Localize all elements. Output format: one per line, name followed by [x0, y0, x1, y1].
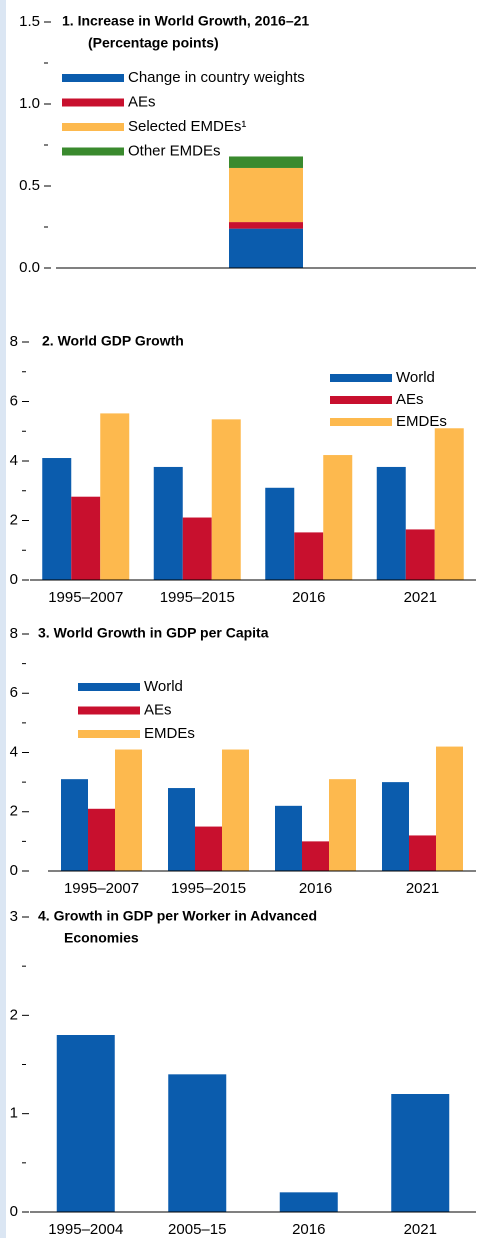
- bar: [168, 788, 195, 871]
- y-tick-label: 0: [10, 862, 18, 879]
- bar: [294, 532, 324, 580]
- bar: [168, 1074, 227, 1212]
- y-tick-label: 6: [10, 392, 18, 409]
- bar-segment: [229, 156, 303, 168]
- bar-segment: [229, 222, 303, 229]
- y-tick-label: 1.0: [19, 95, 40, 112]
- legend-label: Other EMDEs: [128, 142, 221, 159]
- bar: [434, 428, 464, 580]
- legend-swatch: [78, 730, 140, 738]
- y-tick-label: 0: [10, 571, 18, 588]
- bar: [391, 1094, 450, 1212]
- bar: [182, 517, 212, 580]
- x-tick-label: 2021: [406, 880, 439, 897]
- legend-swatch: [78, 683, 140, 691]
- y-tick-label: 1.5: [19, 13, 40, 30]
- y-tick-label: 4: [10, 743, 18, 760]
- x-tick-label: 1995–2004: [48, 1221, 123, 1238]
- legend-swatch: [330, 396, 392, 404]
- x-tick-label: 2021: [404, 1221, 437, 1238]
- legend-label: AEs: [396, 391, 424, 408]
- legend-label: AEs: [128, 93, 156, 110]
- bar: [42, 458, 72, 580]
- bar: [115, 749, 142, 871]
- bar: [71, 496, 101, 580]
- x-tick-label: 2016: [292, 1221, 325, 1238]
- bar: [382, 782, 409, 871]
- bar: [323, 455, 353, 580]
- bar: [275, 805, 302, 871]
- legend-swatch: [62, 123, 124, 131]
- y-tick-label: 1: [10, 1105, 18, 1122]
- chart-title: 1. Increase in World Growth, 2016–21: [62, 13, 309, 29]
- bar-segment: [229, 167, 303, 223]
- y-tick-label: 0: [10, 1203, 18, 1220]
- legend-swatch: [330, 374, 392, 382]
- bar: [195, 826, 222, 871]
- bar: [56, 1035, 115, 1212]
- x-tick-label: 1995–2007: [64, 880, 139, 897]
- y-tick-label: 2: [10, 511, 18, 528]
- y-tick-label: 2: [10, 1006, 18, 1023]
- legend-label: Change in country weights: [128, 69, 305, 86]
- bar: [436, 746, 463, 871]
- chart-subtitle: (Percentage points): [88, 35, 219, 51]
- legend-label: World: [396, 369, 435, 386]
- x-tick-label: 2005–15: [168, 1221, 226, 1238]
- side-strip: [0, 0, 6, 1238]
- bar: [211, 419, 241, 580]
- bar: [405, 529, 435, 580]
- bar: [100, 413, 130, 580]
- legend-swatch: [62, 147, 124, 156]
- bar: [222, 749, 249, 871]
- x-tick-label: 2016: [292, 589, 325, 606]
- y-tick-label: 2: [10, 803, 18, 820]
- legend-swatch: [62, 98, 124, 107]
- legend-label: EMDEs: [144, 725, 195, 742]
- x-tick-label: 1995–2015: [171, 880, 246, 897]
- y-tick-label: 8: [10, 333, 18, 350]
- y-tick-label: 4: [10, 452, 18, 469]
- bar: [302, 841, 329, 871]
- x-tick-label: 1995–2007: [48, 589, 123, 606]
- legend-label: Selected EMDEs¹: [128, 118, 246, 135]
- bar: [376, 466, 406, 580]
- bar: [409, 835, 436, 871]
- legend-swatch: [62, 74, 124, 82]
- bar-segment: [229, 228, 303, 268]
- bar: [279, 1192, 338, 1212]
- legend-label: World: [144, 678, 183, 695]
- y-tick-label: 3: [10, 908, 18, 925]
- chart-title: Economies: [64, 930, 139, 946]
- chart-title: 4. Growth in GDP per Worker in Advanced: [38, 908, 317, 924]
- x-tick-label: 2016: [299, 880, 332, 897]
- x-tick-label: 2021: [404, 589, 437, 606]
- y-tick-label: 0.5: [19, 177, 40, 194]
- bar: [153, 466, 183, 580]
- bar: [88, 808, 115, 871]
- chart-title: 3. World Growth in GDP per Capita: [38, 625, 269, 641]
- y-tick-label: 6: [10, 684, 18, 701]
- y-tick-label: 0.0: [19, 259, 40, 276]
- legend-swatch: [330, 418, 392, 426]
- chart-title: 2. World GDP Growth: [42, 333, 184, 349]
- legend-label: AEs: [144, 701, 172, 718]
- bar: [265, 487, 295, 580]
- bar: [61, 779, 88, 871]
- legend-swatch: [78, 706, 140, 715]
- x-tick-label: 1995–2015: [160, 589, 235, 606]
- y-tick-label: 8: [10, 625, 18, 642]
- bar: [329, 779, 356, 871]
- legend-label: EMDEs: [396, 413, 447, 430]
